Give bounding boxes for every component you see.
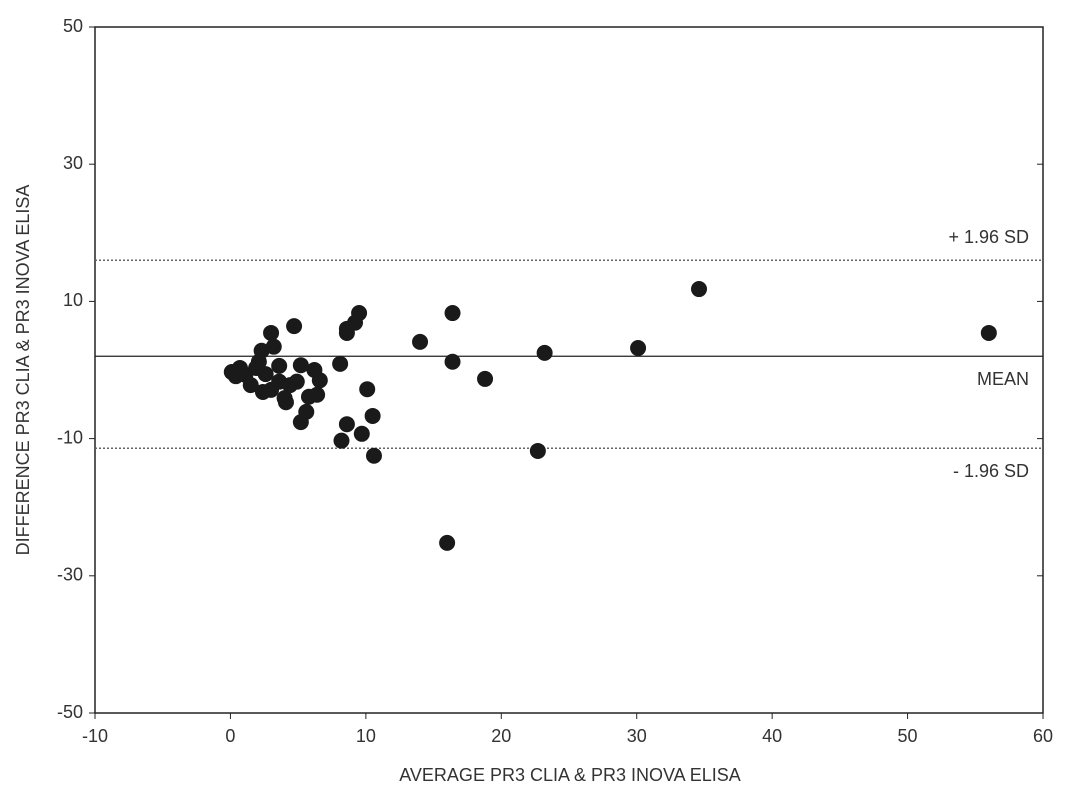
data-point <box>227 368 244 385</box>
data-point <box>265 338 282 355</box>
x-tick-label: 30 <box>627 726 647 746</box>
data-point <box>250 353 267 370</box>
data-point <box>263 324 280 341</box>
y-tick-label: -50 <box>57 702 83 722</box>
y-tick-label: 30 <box>63 153 83 173</box>
data-point <box>276 390 293 407</box>
data-point <box>353 425 370 442</box>
data-point <box>630 340 647 357</box>
data-point <box>271 357 288 374</box>
data-point <box>288 373 305 390</box>
data-point <box>338 324 355 341</box>
y-tick-label: 50 <box>63 16 83 36</box>
data-point <box>286 318 303 335</box>
x-tick-label: 20 <box>491 726 511 746</box>
data-point <box>412 333 429 350</box>
y-tick-label: -30 <box>57 565 83 585</box>
data-point <box>254 383 271 400</box>
x-tick-label: -10 <box>82 726 108 746</box>
x-tick-label: 60 <box>1033 726 1053 746</box>
data-point <box>980 324 997 341</box>
x-tick-label: 0 <box>225 726 235 746</box>
data-point <box>691 281 708 298</box>
reference-label: + 1.96 SD <box>948 227 1029 247</box>
data-point <box>439 534 456 551</box>
y-tick-label: -10 <box>57 427 83 447</box>
x-axis-label: AVERAGE PR3 CLIA & PR3 INOVA ELISA <box>399 765 740 785</box>
data-point <box>271 373 288 390</box>
reference-label: - 1.96 SD <box>953 461 1029 481</box>
data-point <box>359 381 376 398</box>
y-tick-label: 10 <box>63 290 83 310</box>
reference-label: MEAN <box>977 369 1029 389</box>
plot-frame <box>94 26 1044 714</box>
data-point <box>338 416 355 433</box>
x-tick-label: 40 <box>762 726 782 746</box>
data-point <box>292 357 309 374</box>
x-tick-label: 10 <box>356 726 376 746</box>
data-point <box>529 442 546 459</box>
data-point <box>477 370 494 387</box>
y-axis-label: DIFFERENCE PR3 CLIA & PR3 INOVA ELISA <box>13 185 33 556</box>
data-point <box>292 414 309 431</box>
x-tick-label: 50 <box>898 726 918 746</box>
data-point <box>364 407 381 424</box>
data-point <box>300 388 317 405</box>
data-point <box>536 344 553 361</box>
data-point <box>444 353 461 370</box>
data-point <box>311 372 328 389</box>
data-point <box>444 305 461 322</box>
data-point <box>333 432 350 449</box>
data-point <box>332 355 349 372</box>
data-point <box>365 447 382 464</box>
